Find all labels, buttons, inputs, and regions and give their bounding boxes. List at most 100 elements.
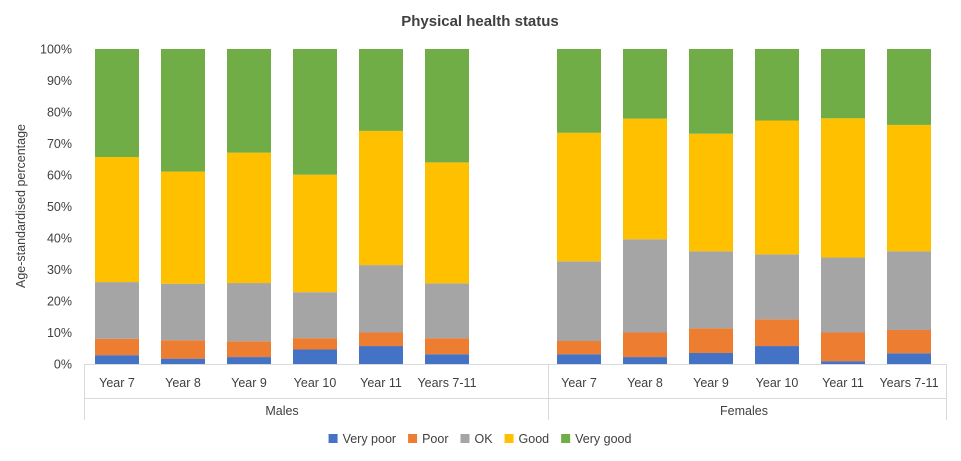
legend-swatch-poor xyxy=(408,434,418,443)
x-tick-label: Years 7-11 xyxy=(417,376,476,390)
legend-swatch-ok xyxy=(460,434,470,443)
y-tick-label: 10% xyxy=(47,326,72,340)
y-tick-label: 70% xyxy=(47,137,72,151)
bar-segment-very-good xyxy=(689,49,733,134)
category-axis xyxy=(84,364,947,420)
bar-segment-poor xyxy=(95,338,139,356)
y-axis-ticks: 0% 10% 20% 30% 40% 50% 60% 70% 80% 90% 100% xyxy=(40,43,72,372)
bar-series xyxy=(95,49,931,364)
x-tick-label: Year 10 xyxy=(756,376,799,390)
x-tick-label: Year 7 xyxy=(561,376,597,390)
legend-label: Very poor xyxy=(343,432,397,446)
legend-label: Poor xyxy=(422,432,448,446)
bar-segment-very-good xyxy=(821,49,865,119)
bar-segment-very-good xyxy=(755,49,799,121)
bar-segment-ok xyxy=(623,239,667,333)
y-tick-label: 80% xyxy=(47,106,72,120)
bar-segment-poor xyxy=(755,319,799,347)
x-tick-label: Years 7-11 xyxy=(879,376,938,390)
bar-segment-good xyxy=(293,174,337,293)
y-tick-label: 60% xyxy=(47,169,72,183)
y-tick-label: 20% xyxy=(47,295,72,309)
bar-segment-poor xyxy=(359,332,403,347)
bar-segment-poor xyxy=(293,338,337,350)
y-axis-label: Age-standardised percentage xyxy=(14,124,28,288)
bar-segment-good xyxy=(227,152,271,284)
x-tick-label: Year 11 xyxy=(360,376,402,390)
x-tick-label: Year 7 xyxy=(99,376,135,390)
bar-segment-very-good xyxy=(95,49,139,158)
bar-segment-very-poor xyxy=(95,355,139,364)
bar-segment-ok xyxy=(557,261,601,342)
bar-segment-ok xyxy=(95,282,139,339)
legend: Very poor Poor OK Good Very good xyxy=(328,432,631,446)
bar-segment-good xyxy=(95,157,139,283)
bar-segment-good xyxy=(425,162,469,284)
bar-segment-poor xyxy=(689,328,733,353)
bar-segment-very-poor xyxy=(755,346,799,364)
bar-segment-good xyxy=(887,124,931,252)
x-tick-label: Year 8 xyxy=(165,376,201,390)
bar-segment-ok xyxy=(161,283,205,341)
bar-segment-very-good xyxy=(887,49,931,125)
x-tick-label: Year 8 xyxy=(627,376,663,390)
bar-segment-poor xyxy=(623,332,667,358)
bar-segment-very-good xyxy=(425,49,469,163)
bar-segment-ok xyxy=(821,257,865,333)
bar-segment-good xyxy=(623,118,667,240)
bar-segment-ok xyxy=(293,292,337,339)
legend-label: Very good xyxy=(575,432,631,446)
bar-segment-poor xyxy=(161,340,205,359)
bar-segment-poor xyxy=(425,338,469,355)
chart-title: Physical health status xyxy=(401,13,559,30)
bar-segment-good xyxy=(755,120,799,255)
y-tick-label: 40% xyxy=(47,232,72,246)
bar-segment-very-good xyxy=(161,49,205,172)
bar-segment-very-good xyxy=(359,49,403,131)
bar-segment-very-good xyxy=(557,49,601,133)
legend-swatch-very-good xyxy=(561,434,571,443)
bar-segment-good xyxy=(557,132,601,262)
bar-segment-poor xyxy=(557,341,601,355)
bar-segment-very-poor xyxy=(689,352,733,364)
bar-segment-poor xyxy=(821,332,865,362)
bar-segment-very-poor xyxy=(623,357,667,364)
bar-segment-very-poor xyxy=(821,361,865,364)
bar-segment-very-good xyxy=(293,49,337,175)
bar-segment-very-poor xyxy=(293,349,337,364)
bar-segment-good xyxy=(359,130,403,266)
bar-segment-ok xyxy=(425,283,469,339)
legend-label: OK xyxy=(474,432,493,446)
group-label: Females xyxy=(720,404,768,418)
bar-segment-ok xyxy=(689,251,733,329)
legend-swatch-good xyxy=(504,434,514,443)
bar-segment-ok xyxy=(887,251,931,330)
legend-label: Good xyxy=(519,432,550,446)
bar-segment-good xyxy=(821,118,865,258)
bar-segment-very-poor xyxy=(227,357,271,364)
bar-segment-very-poor xyxy=(359,346,403,364)
bar-segment-poor xyxy=(887,329,931,354)
x-axis-labels: Year 7 Year 8 Year 9 Year 10 Year 11 Years 7-… xyxy=(99,376,938,390)
x-tick-label: Year 10 xyxy=(294,376,337,390)
y-tick-label: 30% xyxy=(47,263,72,277)
bar-segment-ok xyxy=(359,265,403,333)
bar-segment-good xyxy=(161,171,205,284)
x-tick-label: Year 9 xyxy=(231,376,267,390)
bar-segment-poor xyxy=(227,341,271,358)
y-tick-label: 50% xyxy=(47,200,72,214)
group-label: Males xyxy=(265,404,298,418)
bar-segment-ok xyxy=(755,254,799,320)
bar-segment-ok xyxy=(227,283,271,342)
y-tick-label: 90% xyxy=(47,74,72,88)
y-tick-label: 0% xyxy=(54,358,72,372)
bar-segment-very-poor xyxy=(557,354,601,364)
y-tick-label: 100% xyxy=(40,43,72,57)
legend-swatch-very-poor xyxy=(328,434,338,443)
bar-segment-very-good xyxy=(227,49,271,153)
group-labels: Males Females xyxy=(265,404,768,418)
bar-segment-very-poor xyxy=(887,353,931,364)
bar-segment-very-poor xyxy=(425,354,469,364)
